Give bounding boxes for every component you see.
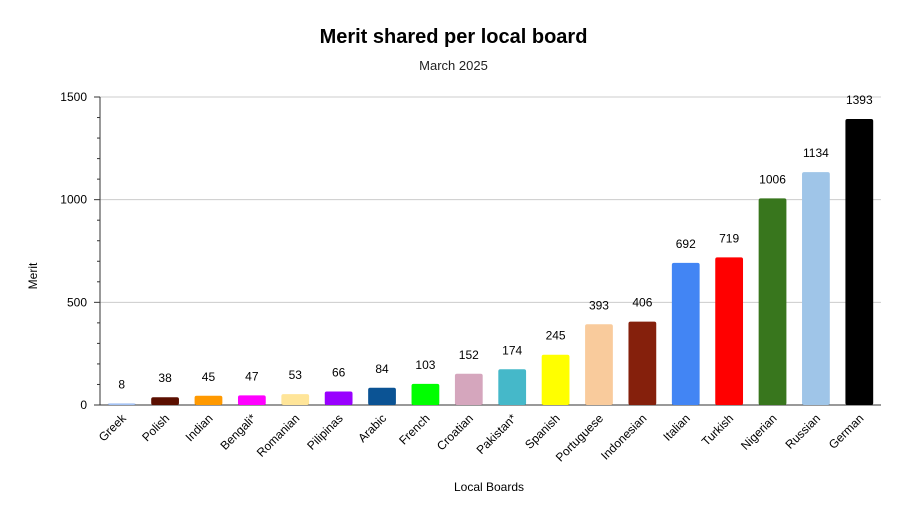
axes: 0 500 1000 1500 [60,90,881,412]
data-label: 393 [589,298,609,312]
x-tick-label: Portuguese [553,411,607,465]
x-tick-label: Russian [782,411,823,452]
data-label: 1134 [803,146,829,160]
data-label: 103 [415,358,435,372]
bars [107,118,874,405]
data-label: 1393 [846,93,873,107]
bar [802,172,830,405]
bar [715,257,744,405]
bar [454,373,483,405]
data-label: 692 [676,237,696,251]
bar [498,369,527,405]
x-tick-label: Pilipinas [304,411,346,453]
data-label: 47 [245,369,259,383]
bar [585,324,613,405]
data-label: 152 [459,348,479,362]
x-tick-label: Croatian [434,411,476,453]
bar [845,118,874,405]
data-label: 8 [118,377,125,391]
x-tick-label: Pakistan* [474,411,520,457]
bar [541,354,570,405]
data-label: 66 [332,365,346,379]
bar [671,262,700,405]
x-tick-label: German [826,411,867,452]
bar [194,395,223,405]
data-label: 174 [502,343,522,357]
y-tick-label: 500 [67,295,87,309]
y-tick-label: 1000 [60,193,87,207]
data-label: 53 [289,368,303,382]
x-tick-label: Romanian [254,411,303,460]
data-label: 719 [719,231,739,245]
x-tick-label: Nigerian [738,411,780,453]
data-label: 38 [158,371,172,385]
data-label: 84 [375,362,389,376]
chart-subtitle: March 2025 [419,58,488,73]
x-axis-title: Local Boards [454,480,524,494]
y-axis-title: Merit [26,262,40,289]
data-label: 245 [546,329,566,343]
bar [368,387,396,405]
bar [281,394,310,405]
data-label: 1006 [759,172,786,186]
x-tick-label: Turkish [699,411,736,448]
chart-title: Merit shared per local board [319,26,588,48]
bar [107,403,136,405]
x-tick-label: Greek [96,411,130,445]
x-tick-label: Bengali* [217,411,259,453]
bar [324,391,353,405]
x-tick-label: Italian [660,411,693,444]
x-tick-label: Arabic [355,411,389,445]
bar [411,383,440,405]
data-labels: 8 Greek 38 Polish 45 Indian 47 Bengali* 53 Romani… [96,93,873,465]
y-tick-label: 0 [80,398,87,412]
x-tick-label: Indian [183,411,216,444]
bar [628,321,657,405]
bar [758,198,787,405]
x-tick-label: Polish [139,411,172,444]
x-tick-label: French [396,411,432,447]
data-label: 45 [202,370,216,384]
x-tick-label: Indonesian [598,411,649,462]
gridlines [100,96,881,303]
y-tick-label: 1500 [60,90,87,104]
bar [151,397,179,405]
x-tick-label: Spanish [522,411,563,452]
bar [237,395,266,405]
data-label: 406 [632,296,652,310]
